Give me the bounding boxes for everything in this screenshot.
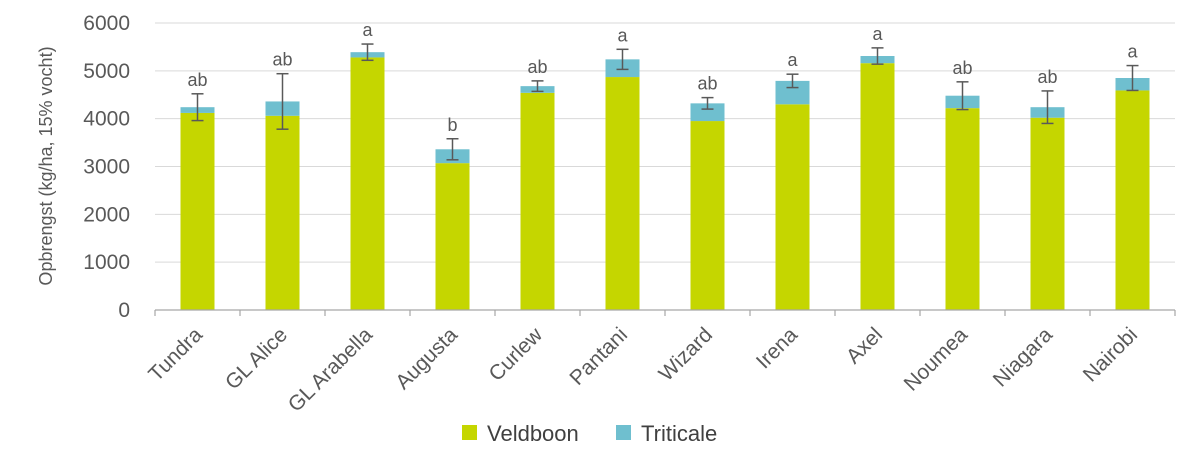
error-bar [956, 81, 969, 111]
error-bar [276, 72, 289, 130]
y-tick-label: 6000 [83, 12, 130, 35]
bar-veldboon-gl-arabella [350, 57, 385, 310]
bar-triticale-irena [775, 80, 810, 105]
significance-label: ab [272, 50, 292, 70]
category-label: Tundra [144, 323, 207, 386]
error-bar [531, 80, 544, 93]
legend: Veldboon Triticale [462, 421, 717, 446]
category-label: Axel [842, 323, 887, 368]
legend-swatch-triticale [616, 425, 631, 440]
significance-label: a [872, 24, 883, 44]
bar-veldboon-gl-alice [265, 115, 300, 311]
y-axis-ticks: 0 1000 2000 3000 4000 5000 6000 [83, 12, 130, 322]
significance-label: ab [527, 57, 547, 77]
legend-label-triticale: Triticale [641, 421, 717, 446]
bar-veldboon-wizard [690, 121, 725, 310]
bar-veldboon-axel [860, 63, 895, 311]
y-tick-label: 2000 [83, 203, 130, 226]
significance-label: ab [1037, 67, 1057, 87]
error-bar [361, 43, 374, 62]
bar-veldboon-irena [775, 104, 810, 310]
category-label: GL Arabella [284, 323, 378, 417]
significance-label: ab [697, 74, 717, 94]
error-bars [191, 43, 1139, 161]
error-bar [701, 96, 714, 110]
significance-label: b [447, 115, 457, 135]
legend-swatch-veldboon [462, 425, 477, 440]
gridlines [155, 22, 1175, 263]
significance-label: a [617, 25, 628, 45]
y-axis-title: Opbrengst (kg/ha, 15% vocht) [36, 46, 56, 285]
y-tick-label: 0 [118, 299, 130, 322]
significance-label: ab [952, 58, 972, 78]
category-label: Niagara [989, 323, 1057, 391]
error-bar [446, 138, 459, 161]
significance-label: ab [187, 70, 207, 90]
y-tick-label: 5000 [83, 60, 130, 83]
category-label: Nairobi [1079, 323, 1142, 386]
error-bar [1041, 90, 1054, 125]
bar-triticale-wizard [690, 103, 725, 122]
bar-veldboon-pantani [605, 77, 640, 310]
category-label: Pantani [565, 323, 632, 390]
bar-veldboon-nairobi [1115, 90, 1150, 310]
category-label: Irena [752, 323, 802, 373]
error-bar [786, 73, 799, 89]
error-bar [871, 47, 884, 65]
significance-label: a [1127, 42, 1138, 62]
bar-veldboon-tundra [180, 112, 215, 310]
category-label: Augusta [391, 323, 462, 394]
significance-label: a [787, 50, 798, 70]
bar-veldboon-augusta [435, 163, 470, 310]
error-bar [616, 48, 629, 71]
category-label: GL Alice [221, 323, 292, 394]
significance-label: a [362, 20, 373, 40]
bar-veldboon-curlew [520, 92, 555, 310]
x-axis-ticks [154, 310, 1176, 316]
category-label: Wizard [655, 323, 717, 385]
category-label: Noumea [900, 323, 973, 396]
y-tick-label: 3000 [83, 156, 130, 179]
bar-veldboon-niagara [1030, 117, 1065, 311]
bar-veldboon-noumea [945, 108, 980, 310]
y-tick-label: 4000 [83, 108, 130, 131]
legend-label-veldboon: Veldboon [487, 421, 579, 446]
bars [180, 52, 1150, 311]
y-tick-label: 1000 [83, 251, 130, 274]
error-bar [1126, 64, 1139, 92]
category-label: Curlew [485, 323, 548, 386]
error-bar [191, 93, 204, 122]
